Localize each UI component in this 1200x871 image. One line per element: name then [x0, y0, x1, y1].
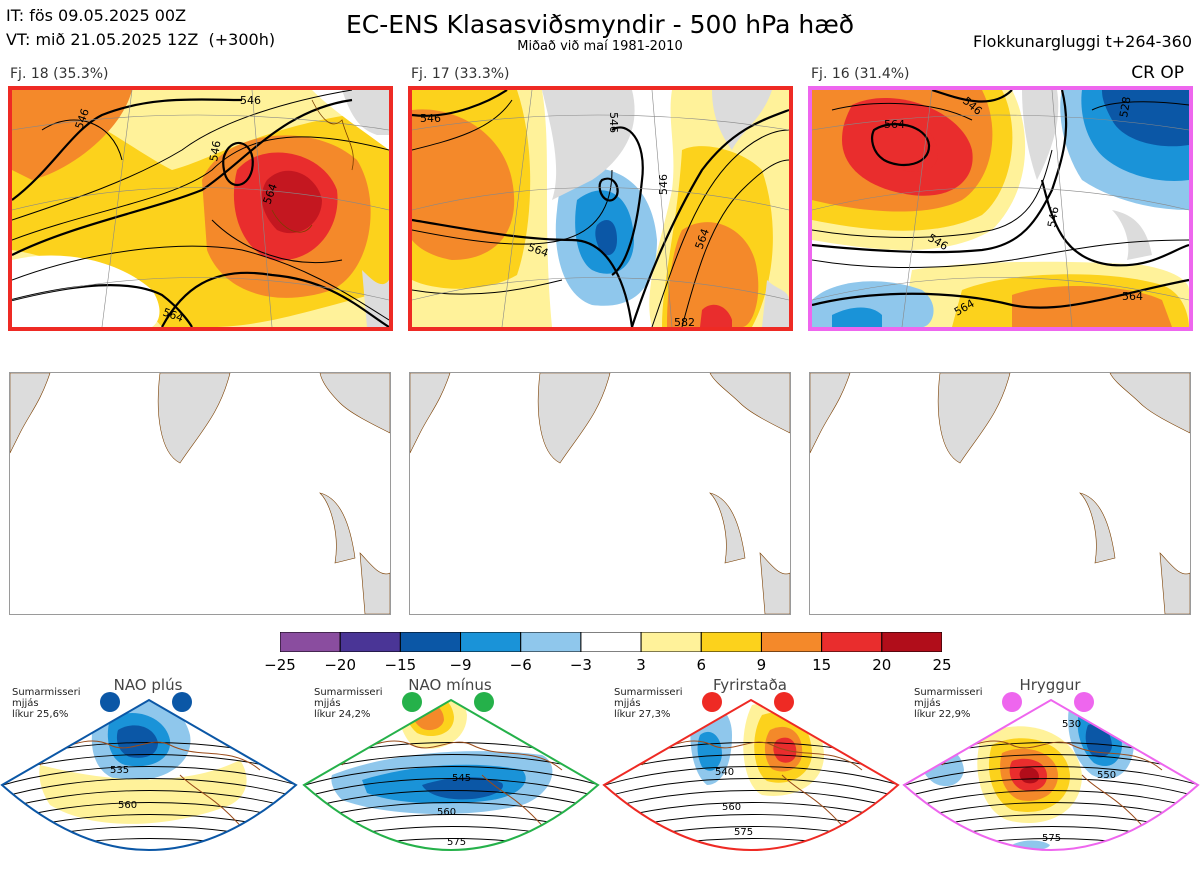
contour-label: 546 [657, 174, 670, 195]
colorbar-bin [460, 631, 522, 653]
colorbar-tick-label: −9 [449, 656, 472, 674]
contour-label: 575 [1042, 833, 1061, 844]
contour-label: 560 [118, 800, 137, 811]
regime-note: Sumarmisseri mjjás líkur 22,9% [914, 687, 983, 720]
contour-label: 564 [884, 118, 905, 131]
valid-time: VT: mið 21.05.2025 12Z (+300h) [6, 30, 276, 49]
regime-marker [474, 692, 494, 712]
cluster-label-3: Fj. 16 (31.4%) [811, 66, 910, 82]
empty-map-2 [409, 372, 791, 615]
colorbar-bin [700, 631, 762, 653]
regime-marker [172, 692, 192, 712]
regime-marker [1002, 692, 1022, 712]
cluster-label-2: Fj. 17 (33.3%) [411, 66, 510, 82]
colorbar-tick-label: −20 [324, 656, 356, 674]
colorbar-tick-label: 25 [932, 656, 952, 674]
regime-panel: 545 560 575 NAO mínus Sumarmisseri mjjás lík… [302, 675, 600, 871]
contour-label: 546 [607, 112, 620, 133]
colorbar-bin [520, 631, 582, 653]
regime-note: Sumarmisseri mjjás líkur 27,3% [614, 687, 683, 720]
colorbar-tick-label: 9 [756, 656, 767, 674]
contour-label: 540 [715, 767, 734, 778]
colorbar-tick-label: −15 [384, 656, 417, 674]
contour-label: 564 [1122, 290, 1143, 303]
regime-outline [602, 698, 900, 851]
colorbar-tick-label: 6 [696, 656, 707, 674]
colorbar-tick-label: 15 [812, 656, 832, 674]
colorbar-bin [279, 631, 341, 653]
contour-label: 546 [207, 140, 223, 163]
cluster-map-1: 546 546 546 564 564 [8, 86, 393, 331]
colorbar-bin [580, 631, 642, 653]
page-subtitle: Miðað við maí 1981-2010 [517, 39, 683, 54]
regime-title: NAO mínus [408, 676, 492, 694]
colorbar-bin [640, 631, 702, 653]
page-title: EC-ENS Klasasviðsmyndir - 500 hPa hæð [345, 10, 855, 39]
regime-outline [902, 698, 1200, 851]
colorbar-bin [399, 631, 462, 653]
colorbar-bin [881, 631, 943, 653]
cluster-map-3: 546 564 528 546 546 564 564 [808, 86, 1193, 331]
contour-label: 545 [452, 773, 471, 784]
regime-marker [1074, 692, 1094, 712]
regime-note: Sumarmisseri mjjás líkur 25,6% [12, 687, 81, 720]
colorbar-bin [760, 631, 823, 653]
regime-outline [302, 698, 600, 851]
contour-label: 582 [674, 316, 695, 327]
regime-marker [100, 692, 120, 712]
contour-label: 530 [1062, 719, 1081, 730]
empty-map-1 [9, 372, 391, 615]
colorbar-bin [339, 631, 401, 653]
contour-label: 550 [1097, 770, 1116, 781]
contour-label: 560 [437, 807, 456, 818]
colorbar [279, 631, 943, 653]
regime-title: Hryggur [1019, 676, 1081, 694]
contour-label: 546 [420, 112, 441, 125]
contour-label: 535 [110, 765, 129, 776]
contour-label: 546 [240, 94, 261, 107]
contour-label: 546 [1045, 206, 1061, 229]
contour-label: 560 [722, 802, 741, 813]
regime-panel: 540 560 575 Fyrirstaða Sumarmisseri mjjás lí… [602, 675, 900, 871]
colorbar-bin [821, 631, 883, 653]
empty-map-3 [809, 372, 1191, 615]
colorbar-tick-label: 20 [872, 656, 892, 674]
contour-label: 575 [447, 837, 466, 848]
regime-panel: 535 560 NAO plús Sumarmisseri mjjás líkur 2… [0, 675, 298, 871]
colorbar-tick-label: −3 [569, 656, 592, 674]
colorbar-labels: −25 −20 −15 −9 −6 −3 3 6 9 15 20 25 [264, 656, 951, 676]
contour-label: 528 [1117, 96, 1133, 119]
contour-label: 575 [734, 827, 753, 838]
cluster-map-2: 546 546 546 564 564 582 [408, 86, 793, 331]
init-time: IT: fös 09.05.2025 00Z [6, 6, 187, 25]
regime-marker [402, 692, 422, 712]
regime-marker [702, 692, 722, 712]
regime-title: Fyrirstaða [713, 676, 787, 694]
regime-marker [774, 692, 794, 712]
classification-window: Flokkunargluggi t+264-360 [973, 32, 1192, 51]
regime-panel: 530 550 575 Hryggur Sumarmisseri mjjás líkur… [902, 675, 1200, 871]
colorbar-tick-label: −25 [264, 656, 296, 674]
cluster-label-1: Fj. 18 (35.3%) [10, 66, 109, 82]
colorbar-tick-label: 3 [636, 656, 646, 674]
regime-outline [0, 698, 298, 851]
regime-note: Sumarmisseri mjjás líkur 24,2% [314, 687, 383, 720]
cluster-tag: CR OP [1131, 63, 1184, 83]
colorbar-tick-label: −6 [509, 656, 532, 674]
regime-title: NAO plús [113, 676, 183, 694]
